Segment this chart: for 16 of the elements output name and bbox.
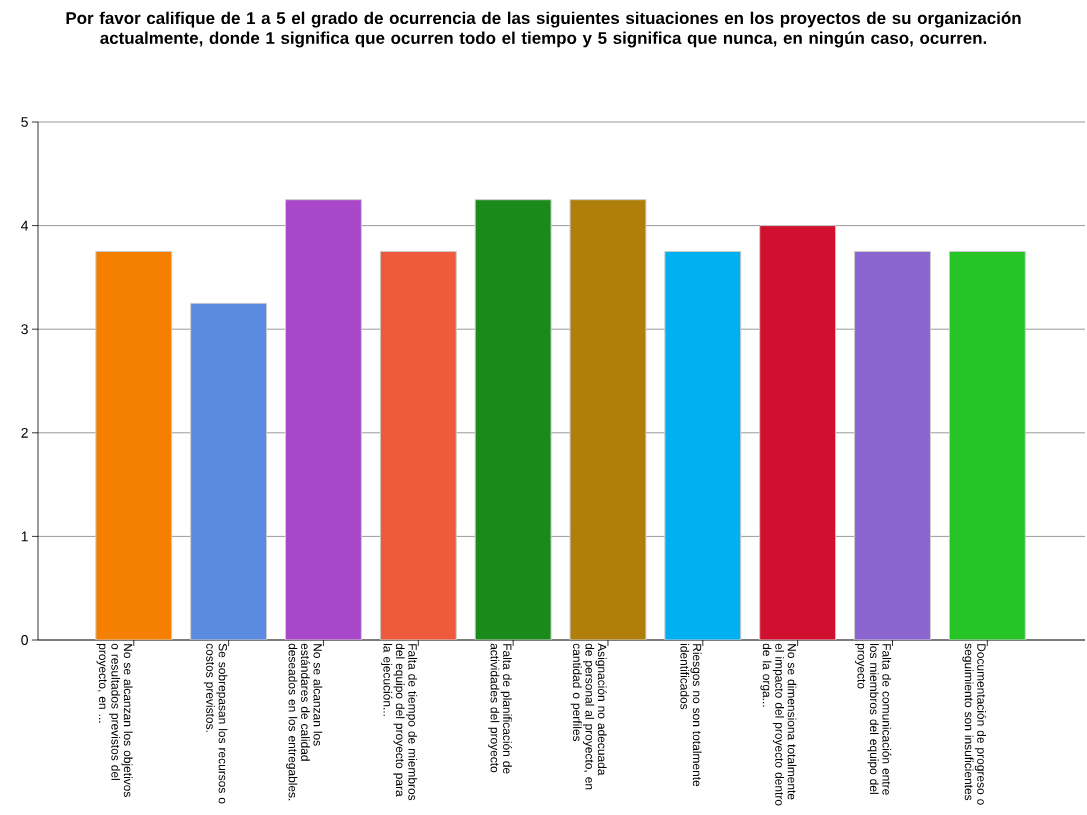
x-tick-label: Falta de comunicación entre los miembros del equipo del proyecto (855, 643, 892, 795)
y-tick-label: 1 (21, 531, 28, 542)
x-tick-label: No se alcanzan los estándares de calidad deseados en los entregables. (286, 643, 323, 801)
y-tick-label: 2 (21, 427, 28, 438)
chart-title: Por favor califique de 1 a 5 el grado de ocurrencia de las siguientes situaciones en los proyectos de su organización actualmente, donde 1 significa que ocurren todo el tiempo y 5 significa que nunca, en ningún caso, ocurren. (66, 11, 1021, 48)
x-tick-label: No se dimensiona totalmente el impacto del proyecto dentro de la orga... (760, 643, 797, 806)
x-tick-label: Falta de tiempo de miembros del equipo del proyecto para la ejecución... (381, 643, 418, 801)
x-tick-label: Se sobrepasan los recursos o costos previstos. (203, 643, 228, 804)
y-tick-label: 3 (21, 324, 28, 335)
x-tick-label: Riesgos no son totalmente identificados (680, 644, 702, 787)
x-tick-label: No se alcanzan los objetivos o resultados previstos del proyecto, en ... (96, 643, 133, 797)
x-tick-label: Documentación de progreso o seguimiento son insuficientes (962, 643, 987, 805)
y-tick-label: 4 (21, 220, 29, 231)
y-tick-label: 0 (21, 635, 28, 645)
y-tick-label: 5 (21, 117, 28, 127)
x-tick-label: Falta de planificación de actividades del proyecto (488, 643, 512, 774)
